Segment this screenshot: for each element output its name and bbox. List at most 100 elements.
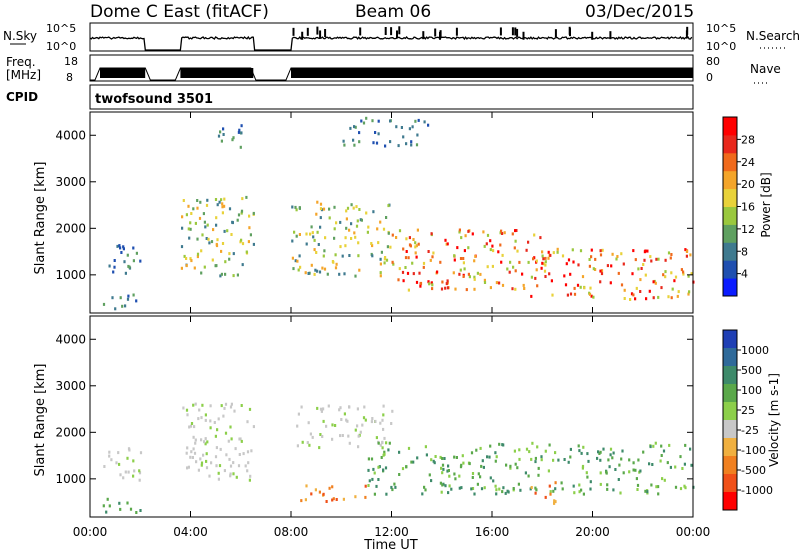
velocity-echo-cell-191 [335, 498, 338, 501]
power-echo-cell-356 [414, 245, 417, 249]
power-echo-cell-112 [224, 260, 227, 264]
power-echo-cell-435 [398, 267, 401, 271]
power-echo-cell-554 [639, 290, 642, 293]
velocity-echo-cell-359 [642, 450, 645, 454]
power-echo-cell-215 [291, 205, 294, 209]
velocity-echo-cell-196 [305, 484, 308, 488]
power-echo-cell-291 [400, 126, 403, 129]
velocity-echo-cell-457 [481, 459, 484, 463]
power-echo-cell-406 [431, 287, 434, 291]
velocity-echo-cell-449 [441, 457, 444, 460]
power-echo-cell-52 [189, 257, 192, 261]
nsky-spike-15 [434, 28, 437, 37]
power-echo-cell-226 [319, 202, 323, 206]
velocity-echo-cell-147 [390, 422, 393, 425]
power-echo-cell-29 [124, 304, 127, 308]
velocity-echo-cell-253 [598, 452, 601, 455]
velocity-echo-cell-176 [311, 435, 314, 439]
power-echo-cell-490 [664, 258, 667, 262]
power-echo-cell-284 [411, 125, 414, 129]
velocity-echo-cell-88 [199, 457, 202, 461]
power-echo-cell-557 [644, 273, 647, 277]
velocity-colorbar-tick-label-1: 500 [741, 364, 762, 377]
power-echo-cell-494 [556, 247, 559, 251]
power-echo-cell-457 [664, 270, 667, 274]
velocity-echo-cell-165 [379, 443, 382, 447]
power-echo-cell-496 [548, 272, 551, 276]
power-echo-cell-73 [237, 213, 241, 217]
power-echo-cell-346 [391, 233, 394, 237]
velocity-echo-cell-36 [215, 464, 218, 468]
power-echo-cell-279 [375, 141, 379, 145]
power-echo-cell-564 [632, 249, 635, 253]
velocity-echo-cell-114 [205, 452, 208, 456]
power-echo-cell-507 [685, 254, 688, 258]
power-echo-cell-174 [311, 231, 314, 235]
velocity-echo-cell-245 [567, 460, 570, 464]
velocity-echo-cell-131 [339, 406, 342, 410]
velocity-echo-cell-98 [192, 447, 195, 451]
velocity-echo-cell-383 [373, 492, 376, 496]
power-echo-cell-172 [358, 208, 361, 211]
power-echo-cell-542 [576, 283, 580, 287]
velocity-colorbar-tick-label-0: 1000 [741, 344, 769, 357]
power-echo-cell-234 [339, 245, 342, 249]
power-echo-cell-149 [379, 220, 382, 224]
power-echo-cell-62 [214, 198, 218, 201]
power-echo-cell-569 [530, 275, 533, 279]
velocity-echo-cell-331 [480, 464, 483, 468]
velocity-echo-cell-39 [217, 417, 220, 421]
velocity-echo-cell-355 [390, 485, 393, 489]
power-echo-cell-273 [405, 142, 408, 146]
velocity-echo-cell-459 [377, 465, 380, 469]
velocity-echo-cell-278 [586, 475, 589, 479]
velocity-echo-cell-444 [440, 490, 443, 494]
velocity-echo-cell-412 [534, 486, 537, 490]
velocity-echo-cell-251 [385, 492, 388, 496]
power-echo-cell-368 [518, 260, 521, 264]
power-echo-cell-508 [690, 272, 693, 276]
power-echo-cell-419 [419, 281, 423, 285]
power-echo-cell-72 [247, 240, 250, 244]
power-echo-cell-392 [395, 236, 398, 239]
power-echo-cell-17 [122, 245, 125, 249]
power-echo-cell-547 [646, 249, 649, 253]
power-echo-cell-157 [343, 272, 346, 276]
power-colorbar-tick-label-0: 4 [741, 268, 748, 281]
power-echo-cell-70 [216, 203, 219, 207]
power-echo-cell-319 [407, 288, 410, 292]
velocity-echo-cell-0 [139, 451, 143, 455]
velocity-echo-cell-216 [620, 457, 623, 461]
velocity-echo-cell-65 [248, 478, 251, 482]
power-echo-cell-510 [670, 253, 673, 256]
velocity-echo-cell-43 [229, 474, 232, 478]
velocity-echo-cell-212 [578, 490, 581, 494]
power-echo-cell-478 [590, 248, 593, 252]
velocity-heatmap-panel: 1000 2000 3000 4000 00:00 04:00 08:00 12:00 16:… [33, 315, 710, 539]
power-x-axis [89, 112, 694, 313]
power-echo-cell-412 [473, 259, 476, 263]
velocity-echo-cell-24 [108, 504, 111, 508]
velocity-y-tick-label-2: 3000 [55, 379, 86, 393]
power-echo-cell-189 [316, 200, 319, 204]
velocity-echo-cell-118 [229, 425, 232, 429]
velocity-echo-cell-342 [475, 448, 478, 452]
velocity-echo-cell-29 [139, 509, 142, 512]
nsky-spike-7 [511, 27, 514, 36]
power-echo-cell-250 [298, 206, 301, 210]
power-echo-cell-184 [344, 244, 347, 248]
power-echo-cell-57 [183, 254, 186, 258]
velocity-echo-cell-72 [191, 456, 194, 459]
power-echo-cell-513 [592, 267, 595, 271]
power-colorbar-swatch-2 [723, 242, 737, 261]
power-echo-cell-294 [541, 254, 544, 258]
velocity-echo-cell-450 [453, 472, 456, 476]
power-echo-cell-243 [299, 265, 302, 269]
velocity-echo-cell-309 [577, 444, 580, 448]
velocity-echo-cell-368 [460, 463, 463, 467]
power-echo-cell-372 [436, 270, 439, 274]
velocity-echo-cell-83 [244, 464, 247, 468]
velocity-echo-cell-319 [367, 468, 370, 472]
power-echo-cell-397 [501, 283, 505, 287]
velocity-echo-cell-231 [495, 492, 498, 496]
